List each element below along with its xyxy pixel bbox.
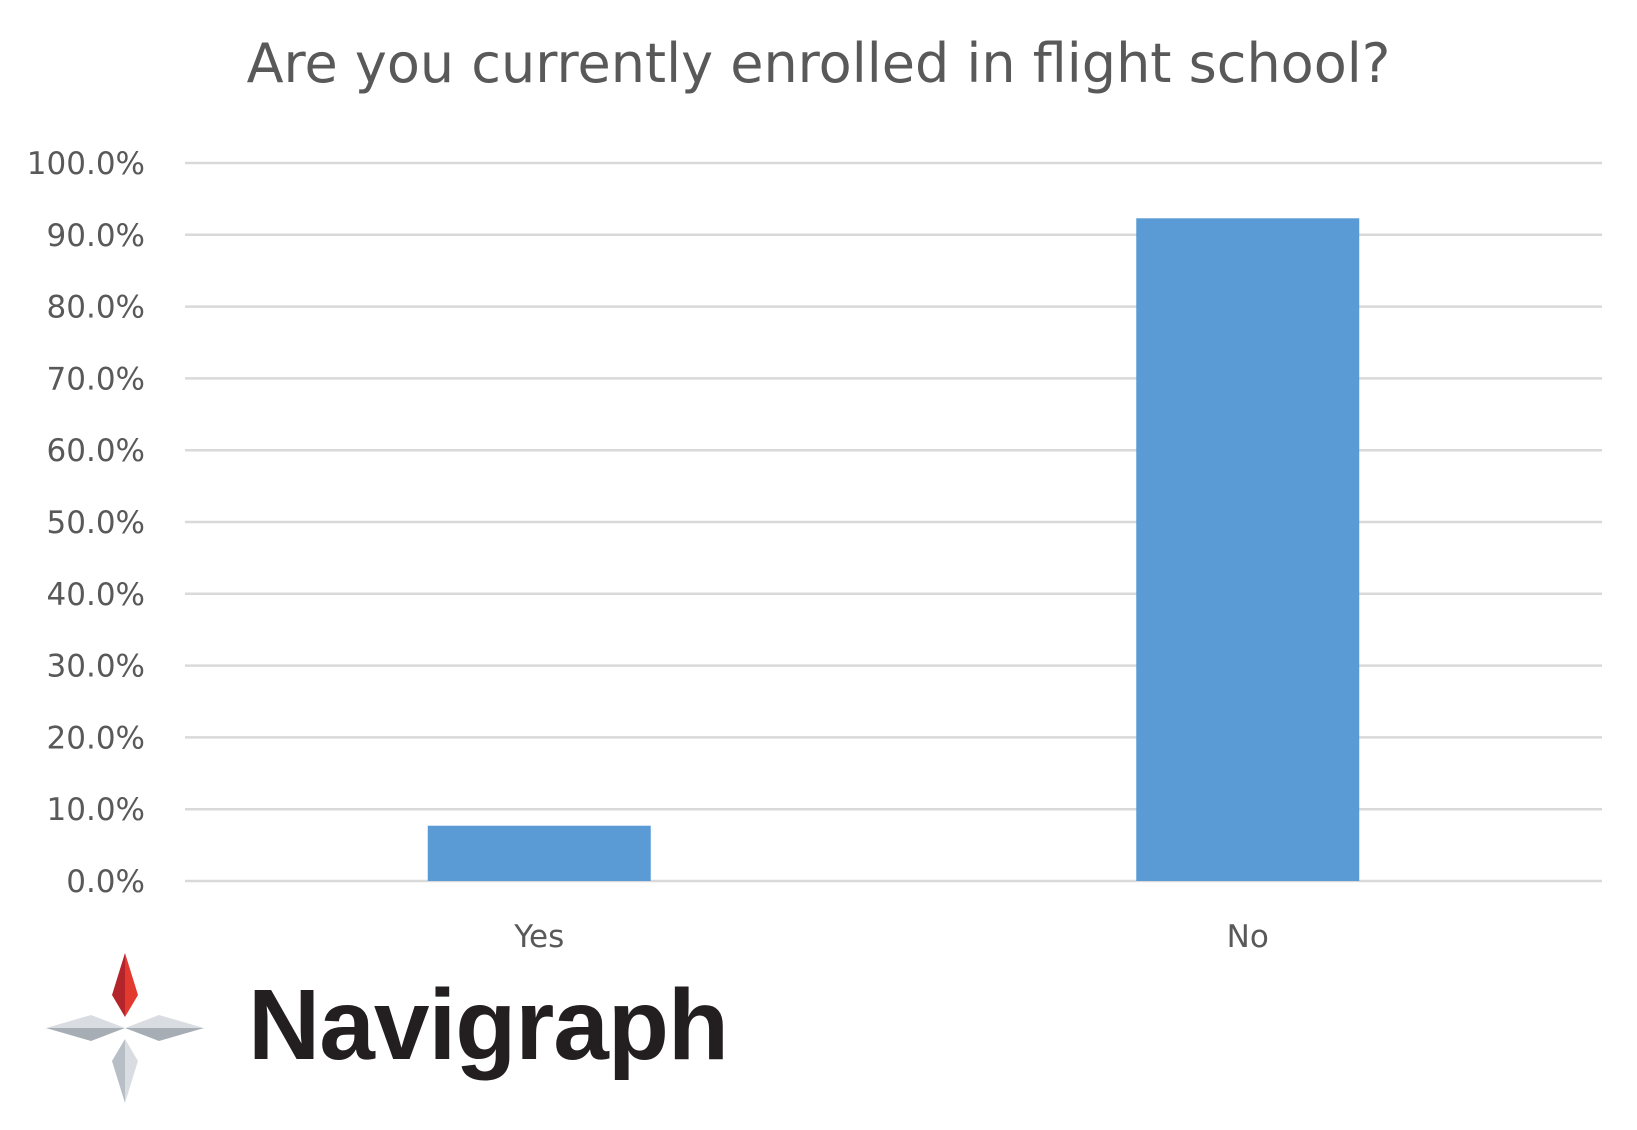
y-tick-label: 0.0% [66,864,145,900]
y-tick-label: 20.0% [47,720,145,756]
bar-no [1136,218,1360,881]
y-tick-label: 90.0% [47,218,145,254]
gridlines [185,161,1602,883]
y-tick-label: 10.0% [47,792,145,828]
y-axis-tick-labels: 0.0% 10.0% 20.0% 30.0% 40.0% 50.0% 60.0% 70.0% 8… [27,146,145,900]
y-tick-label: 80.0% [47,290,145,326]
navigraph-wordmark: Navigraph [248,969,729,1081]
y-tick-label: 50.0% [47,505,145,541]
y-tick-label: 60.0% [47,433,145,469]
bar-yes [427,825,651,881]
x-category-label: No [1227,919,1269,955]
y-tick-label: 70.0% [47,361,145,397]
chart-title: Are you currently enrolled in flight sch… [246,32,1391,95]
y-tick-label: 100.0% [27,146,145,182]
y-tick-label: 40.0% [47,577,145,613]
x-axis-category-labels: Yes No [513,919,1269,955]
y-tick-label: 30.0% [47,649,145,685]
x-category-label: Yes [513,919,564,955]
bars [427,218,1360,881]
navigraph-logo-icon [46,953,204,1103]
